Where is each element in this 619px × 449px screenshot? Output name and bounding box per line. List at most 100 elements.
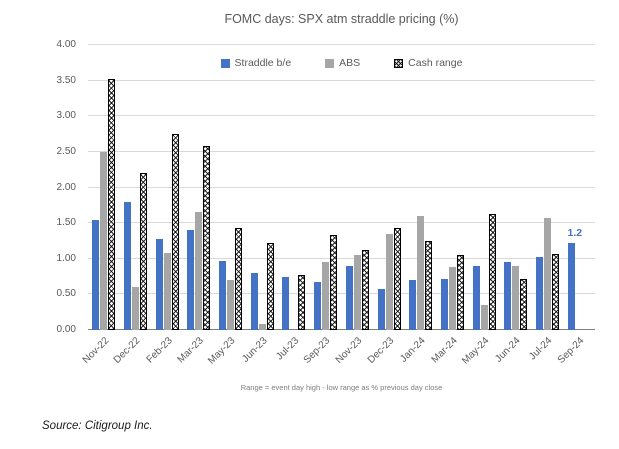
chart-title: FOMC days: SPX atm straddle pricing (%)	[224, 12, 459, 26]
bar-straddle-b-e-may-23	[219, 260, 227, 330]
gridline	[88, 44, 595, 45]
bar-abs-dec-23	[385, 233, 393, 330]
plot-area: 1.2	[88, 44, 595, 330]
bar-group-sep-23	[310, 45, 342, 330]
bar-abs-sep-23	[322, 262, 330, 330]
bar-group-nov-22	[88, 45, 120, 330]
y-axis-tick-label: 3.00	[56, 110, 76, 122]
bar-cash-range-dec-23	[393, 228, 401, 330]
bar-cash-range-may-24	[488, 213, 496, 330]
legend-item-cash-range: Cash range	[394, 57, 462, 69]
bar-group-jan-24	[405, 45, 437, 330]
legend: Straddle b/e ABS Cash range	[88, 57, 595, 69]
x-axis-label: Dec-23	[365, 335, 397, 366]
x-axis: Nov-22 Dec-22 Feb-23 Mar-23 May-23 Jun-23 Jul-…	[80, 334, 595, 380]
legend-item-straddle-b-e: Straddle b/e	[220, 57, 292, 69]
gridline	[88, 222, 595, 224]
bar-cash-range-jul-23	[298, 275, 306, 330]
bar-abs-dec-22	[132, 287, 140, 330]
x-axis-label: May-24	[459, 335, 492, 367]
x-axis-label: May-23	[206, 335, 238, 367]
bar-straddle-b-e-dec-23	[377, 288, 385, 330]
legend-label: Straddle b/e	[234, 57, 292, 69]
bar-groups: 1.2	[88, 45, 595, 330]
legend-label: Cash range	[408, 57, 463, 69]
x-axis-label: Nov-23	[333, 335, 365, 366]
y-axis-tick-label: 2.00	[56, 181, 76, 193]
y-axis: 0.00 0.50 1.00 1.50 2.00 2.50 3.00 3.50 4.00	[36, 40, 82, 335]
bar-group-nov-23	[342, 45, 374, 330]
source-note: Source: Citigroup Inc.	[42, 420, 153, 432]
bar-group-jul-24	[532, 45, 564, 330]
bar-straddle-b-e-nov-23	[345, 265, 353, 330]
legend-swatch-icon	[325, 58, 335, 68]
bar-straddle-b-e-sep-24: 1.2	[568, 227, 582, 330]
legend-label: ABS	[339, 57, 361, 69]
x-axis-label: Mar-24	[429, 335, 460, 366]
gridline	[88, 150, 595, 152]
bar-straddle-b-e-jul-24	[535, 256, 543, 330]
y-axis-tick-label: 4.00	[56, 39, 76, 50]
bar-cash-range-mar-24	[456, 255, 464, 330]
bar-cash-range-jan-24	[425, 240, 433, 330]
bar-abs-may-24	[480, 305, 488, 330]
bar-abs-mar-23	[195, 212, 203, 330]
x-axis-label: Jul-23	[273, 335, 302, 363]
y-axis-tick-label: 0.00	[56, 324, 76, 335]
bar-cash-range-sep-23	[330, 235, 338, 330]
bar-group-dec-23	[373, 45, 405, 330]
bar-straddle-b-e-dec-22	[124, 201, 132, 330]
bar-cash-range-jun-24	[520, 278, 528, 330]
bar-abs-jul-24	[543, 218, 551, 330]
bar-group-mar-24	[437, 45, 469, 330]
gridline	[88, 257, 595, 259]
bar-group-sep-24: 1.2	[563, 45, 595, 330]
legend-swatch-icon	[220, 58, 230, 68]
bar-straddle-b-e-may-24	[472, 265, 480, 330]
bar-group-jun-23	[246, 45, 278, 330]
bar-cash-range-dec-22	[140, 173, 148, 330]
x-axis-label: Jun-23	[239, 335, 270, 365]
bar-data-label: 1.2	[567, 227, 583, 240]
y-axis-tick-label: 3.50	[56, 74, 76, 86]
bar-straddle-b-e-sep-23	[314, 282, 322, 330]
bar-straddle-b-e-jun-23	[250, 273, 258, 330]
bar-abs-may-23	[227, 280, 235, 330]
x-axis-label: Mar-23	[175, 335, 206, 366]
bar-abs-mar-24	[448, 267, 456, 330]
bar-group-jun-24	[500, 45, 532, 330]
x-axis-label: Sep-24	[555, 335, 587, 366]
x-axis-label: Dec-22	[112, 335, 143, 366]
bar-cash-range-mar-23	[203, 146, 211, 330]
bar-group-dec-22	[120, 45, 152, 330]
chart-footnote: Range = event day high - low range as % …	[240, 383, 443, 392]
bar-abs-jan-24	[417, 216, 425, 330]
gridline	[88, 293, 595, 295]
bar-straddle-b-e-feb-23	[155, 238, 163, 330]
y-axis-tick-label: 2.50	[56, 145, 76, 157]
bar-straddle-b-e-jun-24	[504, 262, 512, 330]
x-axis-label: Jul-24	[527, 335, 555, 363]
bar-straddle-b-e-nov-22	[92, 219, 100, 330]
bar-group-mar-23	[183, 45, 215, 330]
legend-item-abs: ABS	[325, 57, 360, 69]
y-axis-tick-label: 1.50	[56, 217, 76, 229]
x-axis-label: Feb-23	[144, 335, 175, 366]
bar-straddle-b-e-mar-24	[440, 278, 448, 330]
legend-swatch-icon	[394, 58, 404, 68]
bar-group-may-24	[468, 45, 500, 330]
bar-abs-jun-23	[258, 324, 266, 330]
gridlines	[88, 44, 595, 330]
bar-group-may-23	[215, 45, 247, 330]
bar-abs-feb-23	[163, 253, 171, 330]
bar-cash-range-may-23	[235, 228, 243, 330]
gridline	[88, 329, 595, 330]
bar-abs-jun-24	[512, 265, 520, 330]
x-axis-label: Jan-24	[398, 335, 428, 365]
gridline	[88, 79, 595, 81]
bar-straddle-b-e-mar-23	[187, 230, 195, 330]
y-axis-tick-label: 1.00	[56, 252, 76, 264]
gridline	[88, 115, 595, 117]
bar-cash-range-nov-22	[108, 79, 116, 330]
